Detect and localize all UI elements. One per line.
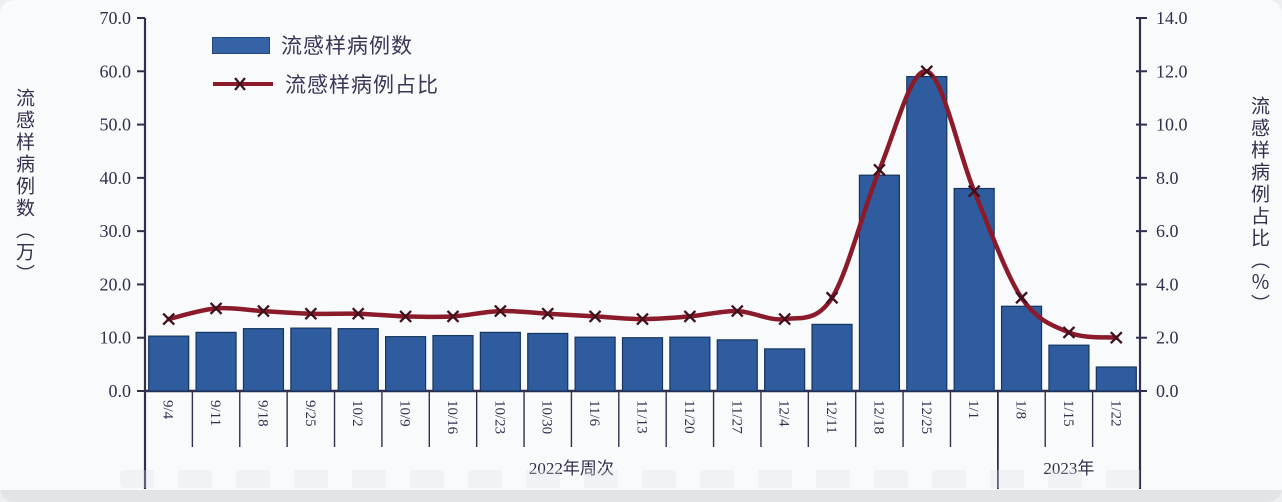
right-axis-tick-label: 14.0 [1156,8,1188,28]
legend-item-ratio: 流感样病例占比 [212,69,439,99]
date-label-11/27: 11/27 [728,400,744,434]
left-axis-tick-label: 30.0 [100,221,132,241]
bar-11/13 [621,337,664,392]
date-label-9/18: 9/18 [254,400,270,427]
date-label-10/30: 10/30 [539,400,555,434]
bar-11/20 [669,336,711,392]
marker-10/30 [541,307,555,321]
bar-9/4 [148,335,190,392]
date-label-12/18: 12/18 [870,400,886,434]
bar-10/30 [527,332,569,392]
date-label-10/2: 10/2 [349,400,365,427]
bar-12/11 [811,323,853,392]
date-label-9/25: 9/25 [302,400,318,427]
legend-ratio-label: 流感样病例占比 [285,73,439,97]
legend-item-cases: 流感样病例数 [212,30,439,60]
date-label-9/11: 9/11 [207,400,223,426]
bar-1/22 [1095,366,1137,392]
group-label: 2022年周次 [529,459,614,478]
date-label-1/22: 1/22 [1107,400,1123,427]
date-label-12/25: 12/25 [918,400,934,434]
marker-1/8 [1015,291,1028,305]
footer-strip [0,490,1282,502]
date-label-11/6: 11/6 [586,400,602,427]
date-label-1/15: 1/15 [1060,400,1076,427]
right-axis-tick-label: 2.0 [1156,328,1179,348]
left-axis-tick-label: 0.0 [109,381,132,401]
marker-1/15 [1062,326,1076,339]
marker-10/23 [494,304,507,318]
bar-9/25 [290,327,332,392]
bar-11/27 [716,339,758,392]
marker-11/27 [730,304,744,318]
left-axis-tick-label: 60.0 [100,61,132,81]
date-label-11/20: 11/20 [681,400,697,434]
bar-12/25 [906,76,948,392]
ratio-line-swatch-icon [213,77,273,91]
group-label: 2023年 [1043,459,1094,478]
marker-9/11 [209,302,223,315]
legend-cases-label: 流感样病例数 [281,34,413,58]
bar-1/1 [953,187,995,392]
right-axis-tick-label: 10.0 [1156,115,1188,135]
x-marker-icon [234,77,246,91]
legend: 流感样病例数 流感样病例占比 [212,30,439,99]
bar-1/15 [1048,344,1090,392]
date-label-1/8: 1/8 [1013,400,1029,419]
bar-10/23 [479,331,521,392]
marker-9/4 [162,312,176,326]
marker-9/25 [304,307,318,321]
bar-11/6 [574,336,616,392]
date-label-10/23: 10/23 [491,400,507,434]
marker-12/11 [825,291,839,305]
date-label-1/1: 1/1 [965,400,981,419]
date-label-11/13: 11/13 [634,400,650,434]
right-axis-tick-label: 0.0 [1156,381,1179,401]
marker-1/1 [967,184,981,198]
left-axis-title: 流感样病例数（万） [13,88,34,286]
date-label-12/4: 12/4 [776,400,792,427]
left-axis-tick-label: 20.0 [100,274,132,294]
marker-12/4 [778,312,791,326]
date-label-9/4: 9/4 [160,400,176,420]
ratio-trend-line [166,69,1119,340]
left-axis-tick-label: 70.0 [100,8,132,28]
marker-1/22 [1109,331,1123,345]
marker-10/2 [351,307,365,321]
bar-9/11 [195,331,237,392]
marker-11/6 [588,310,602,323]
right-axis-title: 流感样病例占比（％） [1248,96,1269,316]
right-axis-tick-label: 4.0 [1156,274,1179,294]
bar-10/2 [337,328,379,392]
marker-10/16 [446,310,460,323]
bar-1/8 [1000,305,1043,392]
bar-12/4 [764,348,806,392]
left-axis-tick-label: 40.0 [100,168,132,188]
left-axis-tick-label: 50.0 [100,115,132,135]
marker-12/25 [920,64,934,78]
right-axis-tick-label: 6.0 [1156,221,1179,241]
bar-10/9 [384,336,427,392]
marker-11/13 [636,312,649,326]
marker-10/9 [399,310,412,323]
marker-12/18 [873,163,886,177]
date-label-12/11: 12/11 [823,400,839,434]
date-label-10/16: 10/16 [444,400,460,435]
marker-11/20 [683,310,697,323]
marker-9/18 [257,304,270,318]
right-axis-tick-label: 12.0 [1156,61,1188,81]
right-axis-tick-label: 8.0 [1156,168,1179,188]
bar-9/18 [242,328,285,392]
left-axis-tick-label: 10.0 [100,328,132,348]
bar-10/16 [432,334,474,392]
date-label-10/9: 10/9 [397,400,413,427]
cases-bar-swatch-icon [212,36,270,54]
